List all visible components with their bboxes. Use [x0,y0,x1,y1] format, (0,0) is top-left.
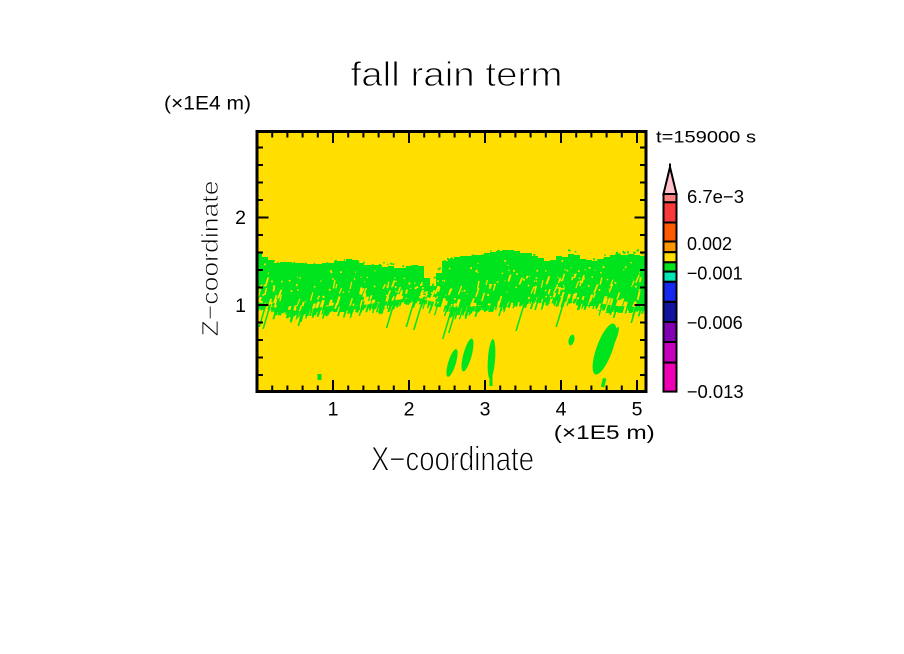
svg-text:Z−coordinate: Z−coordinate [197,180,223,336]
svg-text:6.7e−3: 6.7e−3 [687,186,744,207]
svg-text:(×1E4 m): (×1E4 m) [164,93,251,115]
svg-text:5: 5 [632,399,643,421]
svg-text:4: 4 [556,399,567,421]
svg-text:−0.001: −0.001 [687,263,743,284]
svg-text:1: 1 [328,399,339,421]
svg-text:X−coordinate: X−coordinate [371,441,534,479]
svg-text:(×1E5 m): (×1E5 m) [554,422,655,444]
svg-text:0.002: 0.002 [687,233,732,254]
svg-text:t=159000 s: t=159000 s [656,129,756,147]
svg-text:2: 2 [404,399,415,421]
svg-text:2: 2 [235,207,246,229]
svg-text:−0.013: −0.013 [687,381,744,402]
svg-text:3: 3 [480,399,491,421]
svg-text:fall rain term: fall rain term [351,56,563,94]
svg-text:1: 1 [235,295,246,317]
svg-text:−0.006: −0.006 [687,312,743,333]
